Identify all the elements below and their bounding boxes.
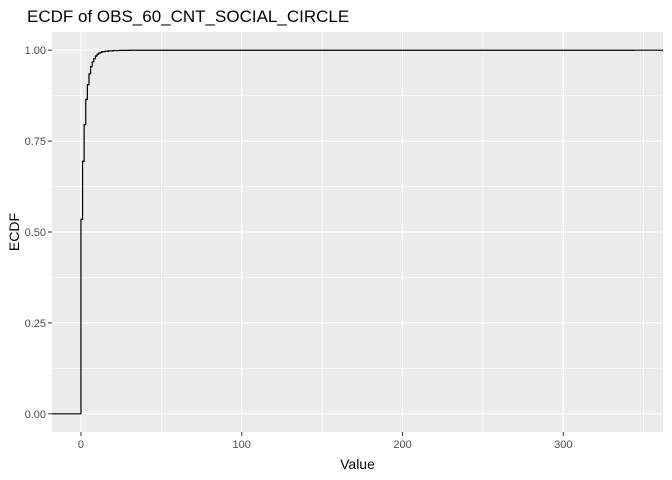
tick-labels: 0 100 200 300 0.00 0.25 0.50 0.75 1.00 xyxy=(25,45,573,451)
x-axis-label: Value xyxy=(340,456,375,472)
y-tick-label: 0.25 xyxy=(25,318,46,330)
ecdf-series xyxy=(52,49,663,415)
chart-title: ECDF of OBS_60_CNT_SOCIAL_CIRCLE xyxy=(27,7,349,26)
y-tick-label: 0.50 xyxy=(25,227,46,239)
y-tick-label: 1.00 xyxy=(25,45,46,57)
axis-ticks xyxy=(48,49,564,436)
x-tick-label: 200 xyxy=(393,439,411,451)
major-gridlines xyxy=(52,32,663,432)
y-tick-label: 0.75 xyxy=(25,136,46,148)
y-tick-label: 0.00 xyxy=(25,409,46,421)
x-tick-label: 0 xyxy=(78,439,84,451)
x-tick-label: 100 xyxy=(233,439,251,451)
ecdf-step-line xyxy=(52,49,663,415)
x-tick-label: 300 xyxy=(554,439,572,451)
y-axis-label: ECDF xyxy=(6,213,22,251)
